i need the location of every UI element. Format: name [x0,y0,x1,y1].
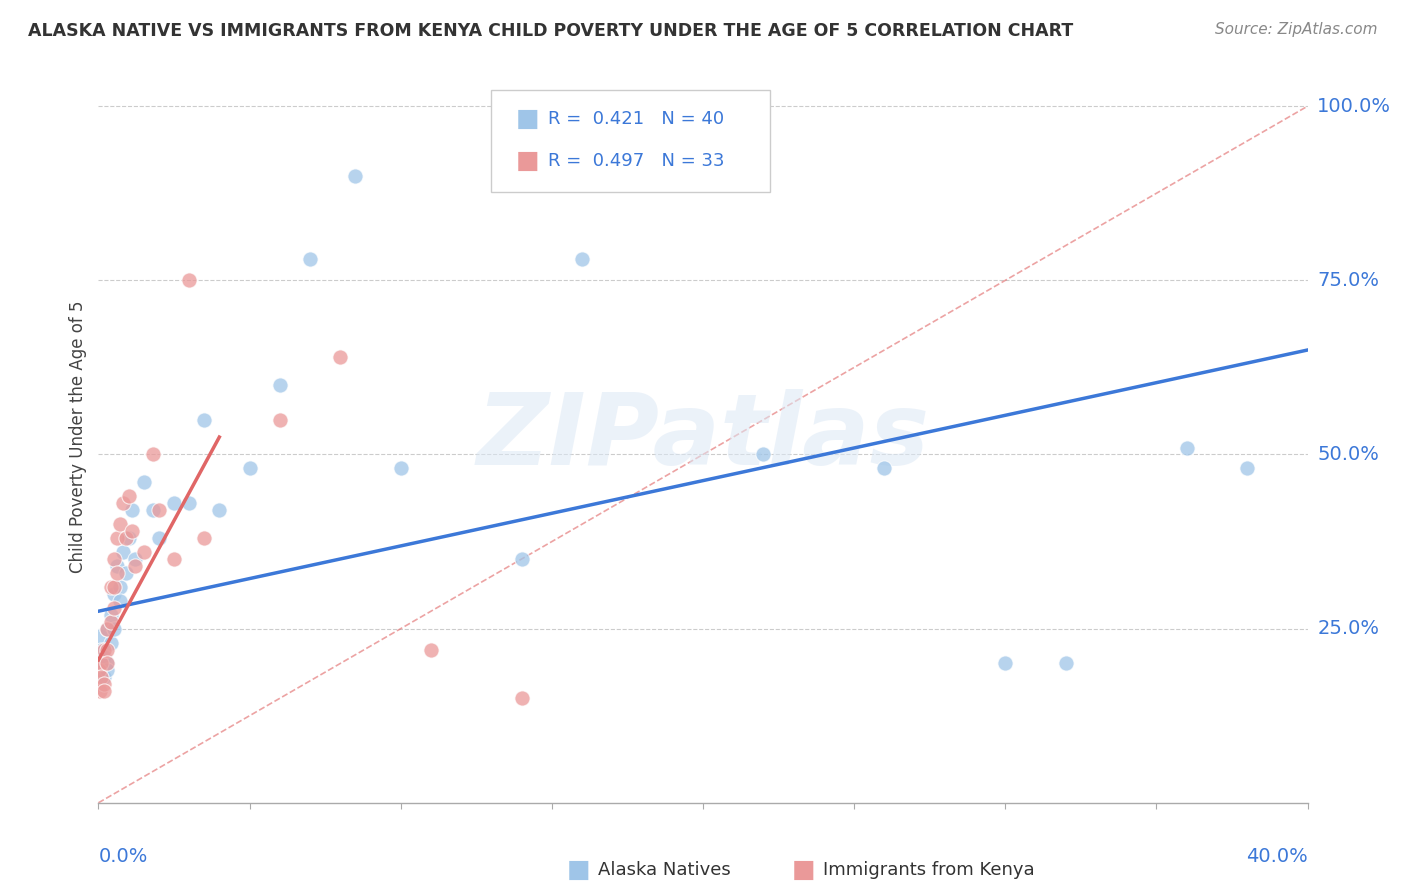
Point [148,531,170,545]
Point [1175,441,1198,455]
Point [269,412,291,426]
Point [96,622,118,636]
Text: ■: ■ [516,149,540,172]
Point [96,642,118,657]
Point [118,489,141,503]
Point [121,524,143,538]
Text: ■: ■ [792,858,815,881]
Point [269,377,291,392]
Point [873,461,896,475]
Point [193,412,215,426]
Point [90,657,112,671]
Point [96,664,118,678]
Point [329,350,352,364]
Point [124,552,146,566]
Point [124,558,146,573]
Point [114,531,136,545]
Point [103,622,125,636]
Point [148,503,170,517]
Text: Alaska Natives: Alaska Natives [598,861,730,879]
Point [103,587,125,601]
Point [510,691,533,706]
Point [108,517,131,532]
Point [105,566,128,580]
Point [420,642,443,657]
Point [179,273,201,287]
Text: ZIPatlas: ZIPatlas [477,389,929,485]
Point [179,496,201,510]
Point [89,629,111,643]
Point [93,670,115,684]
Point [108,580,131,594]
Point [142,448,165,462]
Point [1236,461,1258,475]
Point [96,657,118,671]
Point [752,448,775,462]
Point [121,503,143,517]
Point [90,657,112,671]
Point [90,642,112,657]
Text: Source: ZipAtlas.com: Source: ZipAtlas.com [1215,22,1378,37]
Point [93,677,115,691]
Point [510,552,533,566]
Point [163,496,186,510]
Text: 0.0%: 0.0% [98,847,148,866]
Point [100,607,122,622]
Point [118,531,141,545]
Text: 50.0%: 50.0% [1317,445,1379,464]
Text: ■: ■ [567,858,591,881]
Point [103,600,125,615]
Point [132,545,155,559]
Point [193,531,215,545]
Point [132,475,155,490]
Point [142,503,165,517]
FancyBboxPatch shape [492,90,769,192]
Point [571,252,593,267]
Point [105,558,128,573]
Point [994,657,1017,671]
Point [96,657,118,671]
Point [100,635,122,649]
Text: 75.0%: 75.0% [1317,271,1379,290]
Point [108,594,131,608]
Y-axis label: Child Poverty Under the Age of 5: Child Poverty Under the Age of 5 [69,301,87,574]
Point [299,252,322,267]
Text: ALASKA NATIVE VS IMMIGRANTS FROM KENYA CHILD POVERTY UNDER THE AGE OF 5 CORRELAT: ALASKA NATIVE VS IMMIGRANTS FROM KENYA C… [28,22,1073,40]
Point [103,580,125,594]
Point [93,642,115,657]
Point [90,670,112,684]
Text: ■: ■ [516,107,540,131]
Point [208,503,231,517]
Point [93,649,115,664]
Point [89,684,111,698]
Point [344,169,367,183]
Point [111,545,134,559]
Point [163,552,186,566]
Text: 25.0%: 25.0% [1317,619,1379,638]
Text: 40.0%: 40.0% [1246,847,1308,866]
Point [103,552,125,566]
Point [96,622,118,636]
Point [87,664,110,678]
Text: R =  0.421   N = 40: R = 0.421 N = 40 [548,110,724,128]
Text: 100.0%: 100.0% [1317,96,1392,116]
Text: R =  0.497   N = 33: R = 0.497 N = 33 [548,152,724,169]
Point [111,496,134,510]
Point [93,684,115,698]
Point [389,461,412,475]
Point [114,566,136,580]
Text: Immigrants from Kenya: Immigrants from Kenya [823,861,1035,879]
Point [100,615,122,629]
Point [105,531,128,545]
Point [1054,657,1077,671]
Point [100,580,122,594]
Point [239,461,262,475]
